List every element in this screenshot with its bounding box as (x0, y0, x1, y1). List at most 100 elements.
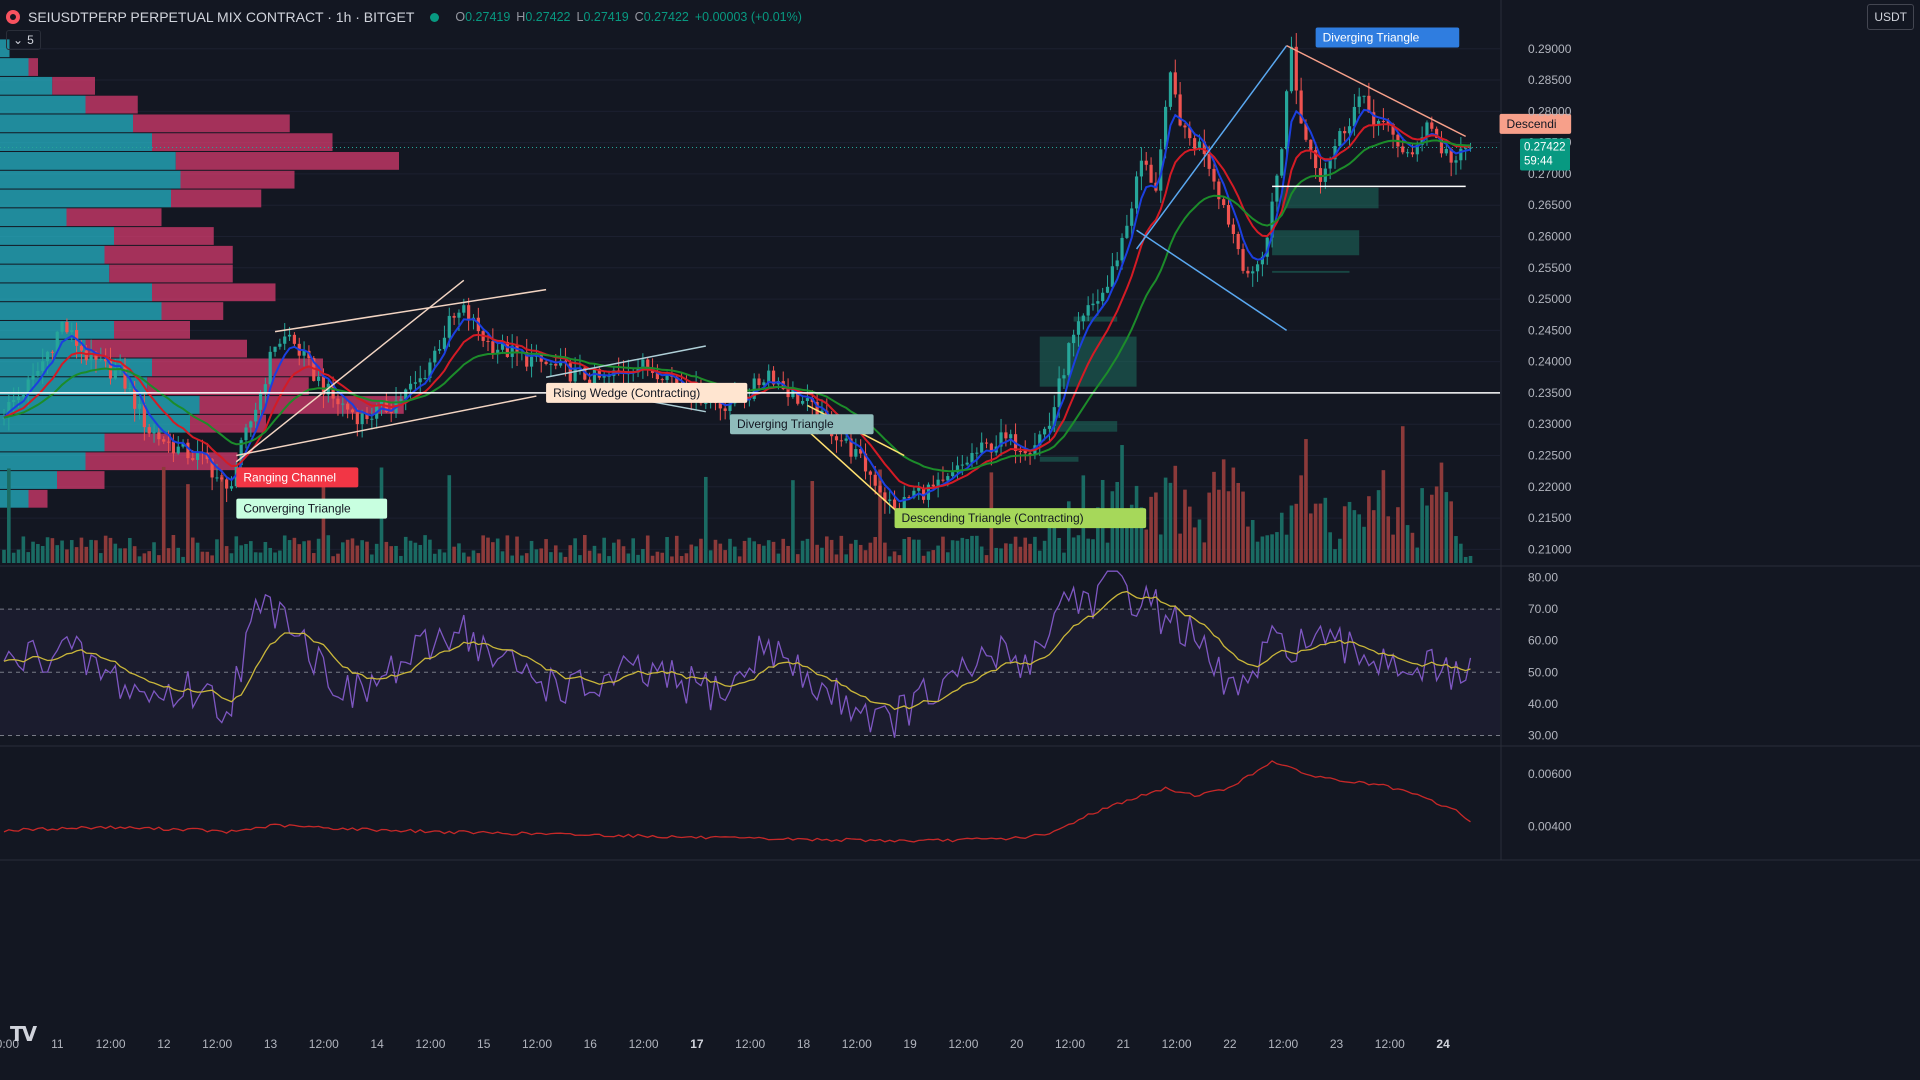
pattern-label[interactable]: Diverging Triangle (1315, 27, 1460, 48)
volume-bar (2, 549, 6, 563)
volume-profile-buy-bar (0, 227, 114, 245)
candle-body (559, 360, 563, 366)
candle-body (225, 479, 229, 489)
volume-bar (1444, 492, 1449, 563)
pattern-trendline[interactable] (1136, 229, 1288, 331)
candle-body (1294, 46, 1298, 91)
candle-body (350, 409, 355, 413)
volume-bar (883, 542, 887, 563)
candle-body (1251, 271, 1255, 274)
pattern-trendline[interactable] (236, 395, 537, 457)
candle-body (41, 361, 45, 371)
time-tick-label: 12:00 (415, 1037, 445, 1051)
candle-body (152, 432, 156, 434)
volume-bar (679, 556, 684, 563)
volume-bar (558, 552, 563, 563)
volume-bar (858, 544, 863, 563)
volume-bar (1004, 543, 1008, 563)
candle-body (1076, 321, 1081, 335)
candle-body (1410, 152, 1415, 155)
rsi-tick-label: 80.00 (1528, 570, 1558, 584)
candle-body (1381, 120, 1385, 122)
volume-bar (360, 540, 364, 563)
volume-bar (742, 540, 747, 563)
currency-button[interactable]: USDT (1867, 4, 1914, 30)
indicators-toggle-button[interactable]: ⌄ 5 (6, 30, 41, 50)
time-tick-label: 22 (1223, 1037, 1237, 1051)
candle-body (433, 350, 437, 363)
volume-bar (1144, 529, 1149, 563)
volume-profile-buy-bar (0, 152, 176, 170)
volume-bar (1449, 501, 1453, 563)
volume-bar (1158, 534, 1163, 563)
candle-body (1275, 175, 1279, 202)
volume-bar (205, 551, 210, 563)
volume-bar (462, 552, 466, 563)
volume-bar (1168, 482, 1173, 563)
volume-profile-sell-bar (52, 76, 95, 95)
volume-profile-sell-bar (85, 339, 247, 358)
pattern-trendline[interactable] (545, 345, 706, 379)
candle-body (510, 345, 514, 357)
candle-body (960, 464, 964, 466)
candle-body (370, 418, 374, 420)
time-tick-label: 12:00 (735, 1037, 765, 1051)
pattern-label[interactable]: Descending Triangle (Contracting) (894, 508, 1147, 529)
candle-body (438, 348, 442, 351)
volume-bar (563, 556, 568, 563)
volume-bar (670, 556, 674, 563)
candle-body (650, 369, 655, 373)
volume-bar (950, 540, 955, 563)
volume-bar (418, 544, 423, 563)
candle-body (902, 497, 906, 512)
volume-bar (791, 480, 795, 563)
candle-body (331, 383, 335, 399)
volume-bar (452, 546, 456, 563)
volume-bar (1342, 506, 1347, 563)
tradingview-logo-icon[interactable]: TV (10, 1022, 37, 1046)
pattern-labels: Ranging Channel Converging Triangle Rising… (236, 27, 1572, 529)
candle-body (665, 373, 669, 381)
pattern-label[interactable]: Rising Wedge (Contracting) (546, 382, 748, 403)
volume-bar (1226, 491, 1231, 563)
candle-body (1197, 141, 1202, 149)
volume-bar (1207, 492, 1211, 563)
volume-bar (592, 545, 597, 563)
pattern-label[interactable]: Converging Triangle (236, 498, 388, 519)
candle-body (1091, 303, 1095, 306)
price-tick-label: 0.28000 (1528, 104, 1572, 118)
candle-body (989, 443, 993, 453)
pattern-label[interactable]: Diverging Triangle (730, 414, 874, 435)
pattern-trendline[interactable] (806, 429, 905, 519)
volume-profile-sell-bar (171, 189, 262, 208)
volume-bar (181, 556, 185, 563)
time-tick-label: 21 (1117, 1037, 1131, 1051)
pattern-trendline[interactable] (1135, 45, 1288, 250)
candle-body (75, 330, 79, 346)
volume-bar (210, 555, 214, 563)
pattern-trendline[interactable] (274, 288, 547, 333)
volume-bar (795, 554, 800, 563)
candle-body (1304, 123, 1308, 140)
candle-body (965, 462, 969, 465)
rsi-pane (0, 570, 1500, 738)
candle-body (588, 379, 592, 384)
candle-body (79, 345, 84, 351)
volume-bar (965, 539, 969, 563)
volume-bar (641, 549, 645, 563)
volume-bar (946, 552, 950, 563)
pattern-trendline[interactable] (1286, 44, 1467, 138)
volume-bar (74, 547, 79, 563)
symbol-title[interactable]: SEIUSDTPERP PERPETUAL MIX CONTRACT · 1h … (28, 9, 415, 25)
pattern-trendline[interactable] (235, 279, 465, 463)
pattern-label[interactable]: Descendi (1499, 113, 1572, 134)
candle-body (1052, 407, 1056, 426)
volume-profile-buy-bar (0, 189, 171, 208)
candle-body (1217, 181, 1221, 200)
volume-bar (11, 552, 16, 563)
pattern-label[interactable]: Ranging Channel (236, 467, 359, 488)
pattern-label-bg (1499, 113, 1572, 134)
volume-profile-buy-bar (0, 76, 53, 95)
volume-bar (1105, 542, 1110, 563)
